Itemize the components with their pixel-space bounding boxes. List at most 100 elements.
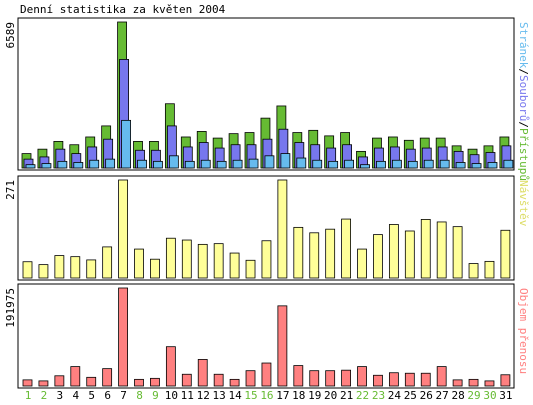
panel-bytes: 191975 Objem přenosu [4, 283, 530, 389]
x-tick-label-day-18: 18 [292, 389, 305, 402]
bar-navstevy-day-16 [261, 240, 272, 279]
x-tick-label-day-19: 19 [308, 389, 321, 402]
bar-prenosy-day-5 [86, 376, 97, 387]
panel-hits: 6589 Stránek/Souborů/Přístupů [4, 17, 530, 181]
bar-navstevy-day-26 [420, 219, 431, 279]
bar-navstevy-day-30 [484, 260, 495, 279]
bar-stranek-day-1 [25, 164, 36, 169]
bar-stranek-day-9 [153, 160, 163, 169]
x-tick-label-day-11: 11 [181, 389, 194, 402]
bar-navstevy-day-18 [293, 226, 304, 279]
bar-navstevy-day-13 [213, 243, 224, 279]
x-tick-label-day-16: 16 [260, 389, 273, 402]
bar-stranek-day-7 [121, 119, 131, 169]
bar-navstevy-day-4 [70, 256, 81, 279]
x-tick-label-day-26: 26 [420, 389, 433, 402]
bar-navstevy-day-28 [452, 226, 463, 279]
bar-stranek-day-8 [137, 159, 147, 169]
bar-navstevy-day-25 [404, 230, 415, 279]
x-tick-label-day-13: 13 [213, 389, 226, 402]
bar-navstevy-day-11 [181, 239, 192, 279]
x-tick-label-day-10: 10 [165, 389, 178, 402]
chart-title: Denní statistika za květen 2004 [20, 3, 226, 16]
x-tick-label-day-30: 30 [483, 389, 496, 402]
panel-legend: Stránek/Souborů/Přístupů [517, 22, 530, 181]
x-tick-label-day-24: 24 [388, 389, 402, 402]
bar-stranek-day-31 [503, 159, 514, 169]
bar-navstevy-day-7 [118, 179, 128, 279]
x-tick-label-day-6: 6 [104, 389, 111, 402]
x-tick-label-day-1: 1 [25, 389, 32, 402]
legend-part: / [517, 121, 530, 128]
x-tick-label-day-23: 23 [372, 389, 385, 402]
bar-stranek-day-20 [328, 160, 339, 169]
bar-navstevy-day-21 [341, 218, 352, 279]
bar-navstevy-day-12 [197, 243, 208, 279]
bar-navstevy-day-27 [436, 221, 447, 279]
bar-navstevy-day-22 [357, 248, 367, 279]
bar-prenosy-day-30 [484, 380, 495, 387]
panel-max-label: 6589 [4, 22, 17, 49]
x-tick-label-day-17: 17 [276, 389, 289, 402]
bar-navstevy-day-23 [373, 234, 383, 279]
bar-stranek-day-28 [455, 162, 466, 169]
bar-navstevy-day-17 [277, 179, 288, 279]
panel-legend: Objem přenosu [517, 288, 530, 374]
x-tick-label-day-5: 5 [88, 389, 95, 402]
bar-stranek-day-3 [57, 160, 68, 169]
x-tick-label-day-15: 15 [244, 389, 257, 402]
bar-stranek-day-19 [312, 159, 323, 169]
bar-prenosy-day-6 [102, 368, 113, 387]
bar-stranek-day-30 [487, 162, 498, 169]
bar-stranek-day-16 [264, 155, 275, 169]
bar-stranek-day-18 [296, 157, 307, 169]
panel-max-label: 271 [4, 180, 17, 200]
bar-prenosy-day-14 [229, 378, 240, 387]
bar-prenosy-day-4 [70, 366, 81, 387]
bar-navstevy-day-10 [165, 237, 176, 279]
bar-stranek-day-13 [216, 160, 227, 169]
bar-prenosy-day-22 [357, 366, 367, 387]
bar-prenosy-day-19 [309, 370, 320, 387]
bar-navstevy-day-29 [468, 263, 479, 279]
x-tick-label-day-31: 31 [499, 389, 512, 402]
bar-stranek-day-4 [73, 162, 84, 169]
x-tick-label-day-14: 14 [228, 389, 242, 402]
bar-navstevy-day-15 [245, 259, 256, 279]
legend-part: / [517, 68, 530, 75]
bar-prenosy-day-13 [213, 373, 224, 387]
legend-part: Souborů [517, 75, 530, 121]
bar-stranek-day-27 [439, 159, 450, 169]
bar-prenosy-day-10 [165, 346, 176, 387]
x-tick-label-day-28: 28 [451, 389, 464, 402]
bar-stranek-day-5 [89, 159, 100, 169]
bar-stranek-day-26 [423, 159, 434, 169]
x-tick-label-day-8: 8 [136, 389, 143, 402]
legend-part: Stránek [517, 22, 530, 69]
bar-navstevy-day-2 [38, 264, 49, 279]
bar-stranek-day-17 [280, 153, 291, 169]
bar-navstevy-day-8 [134, 248, 144, 279]
bar-prenosy-day-31 [500, 374, 511, 387]
bar-navstevy-day-14 [229, 252, 240, 279]
bar-stranek-day-15 [248, 158, 259, 169]
bar-prenosy-day-7 [118, 287, 128, 387]
bar-prenosy-day-2 [38, 380, 49, 387]
bar-prenosy-day-24 [388, 372, 399, 387]
bar-prenosy-day-23 [373, 374, 383, 387]
bar-prenosy-day-25 [404, 372, 415, 387]
bar-prenosy-day-28 [452, 379, 463, 387]
bar-prenosy-day-3 [54, 375, 65, 387]
bar-navstevy-day-19 [309, 232, 320, 279]
bar-navstevy-day-3 [54, 255, 65, 279]
x-tick-label-day-9: 9 [152, 389, 159, 402]
x-tick-label-day-12: 12 [197, 389, 210, 402]
bar-prenosy-day-21 [341, 369, 352, 387]
panel-visits: 271 Návštěv [4, 175, 530, 281]
bar-stranek-day-21 [344, 159, 355, 169]
x-tick-label-day-29: 29 [467, 389, 480, 402]
bar-navstevy-day-9 [150, 258, 160, 279]
bar-navstevy-day-24 [388, 224, 399, 279]
x-tick-label-day-4: 4 [72, 389, 79, 402]
